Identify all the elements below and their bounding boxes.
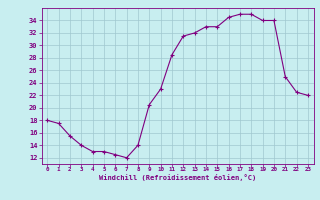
X-axis label: Windchill (Refroidissement éolien,°C): Windchill (Refroidissement éolien,°C): [99, 174, 256, 181]
